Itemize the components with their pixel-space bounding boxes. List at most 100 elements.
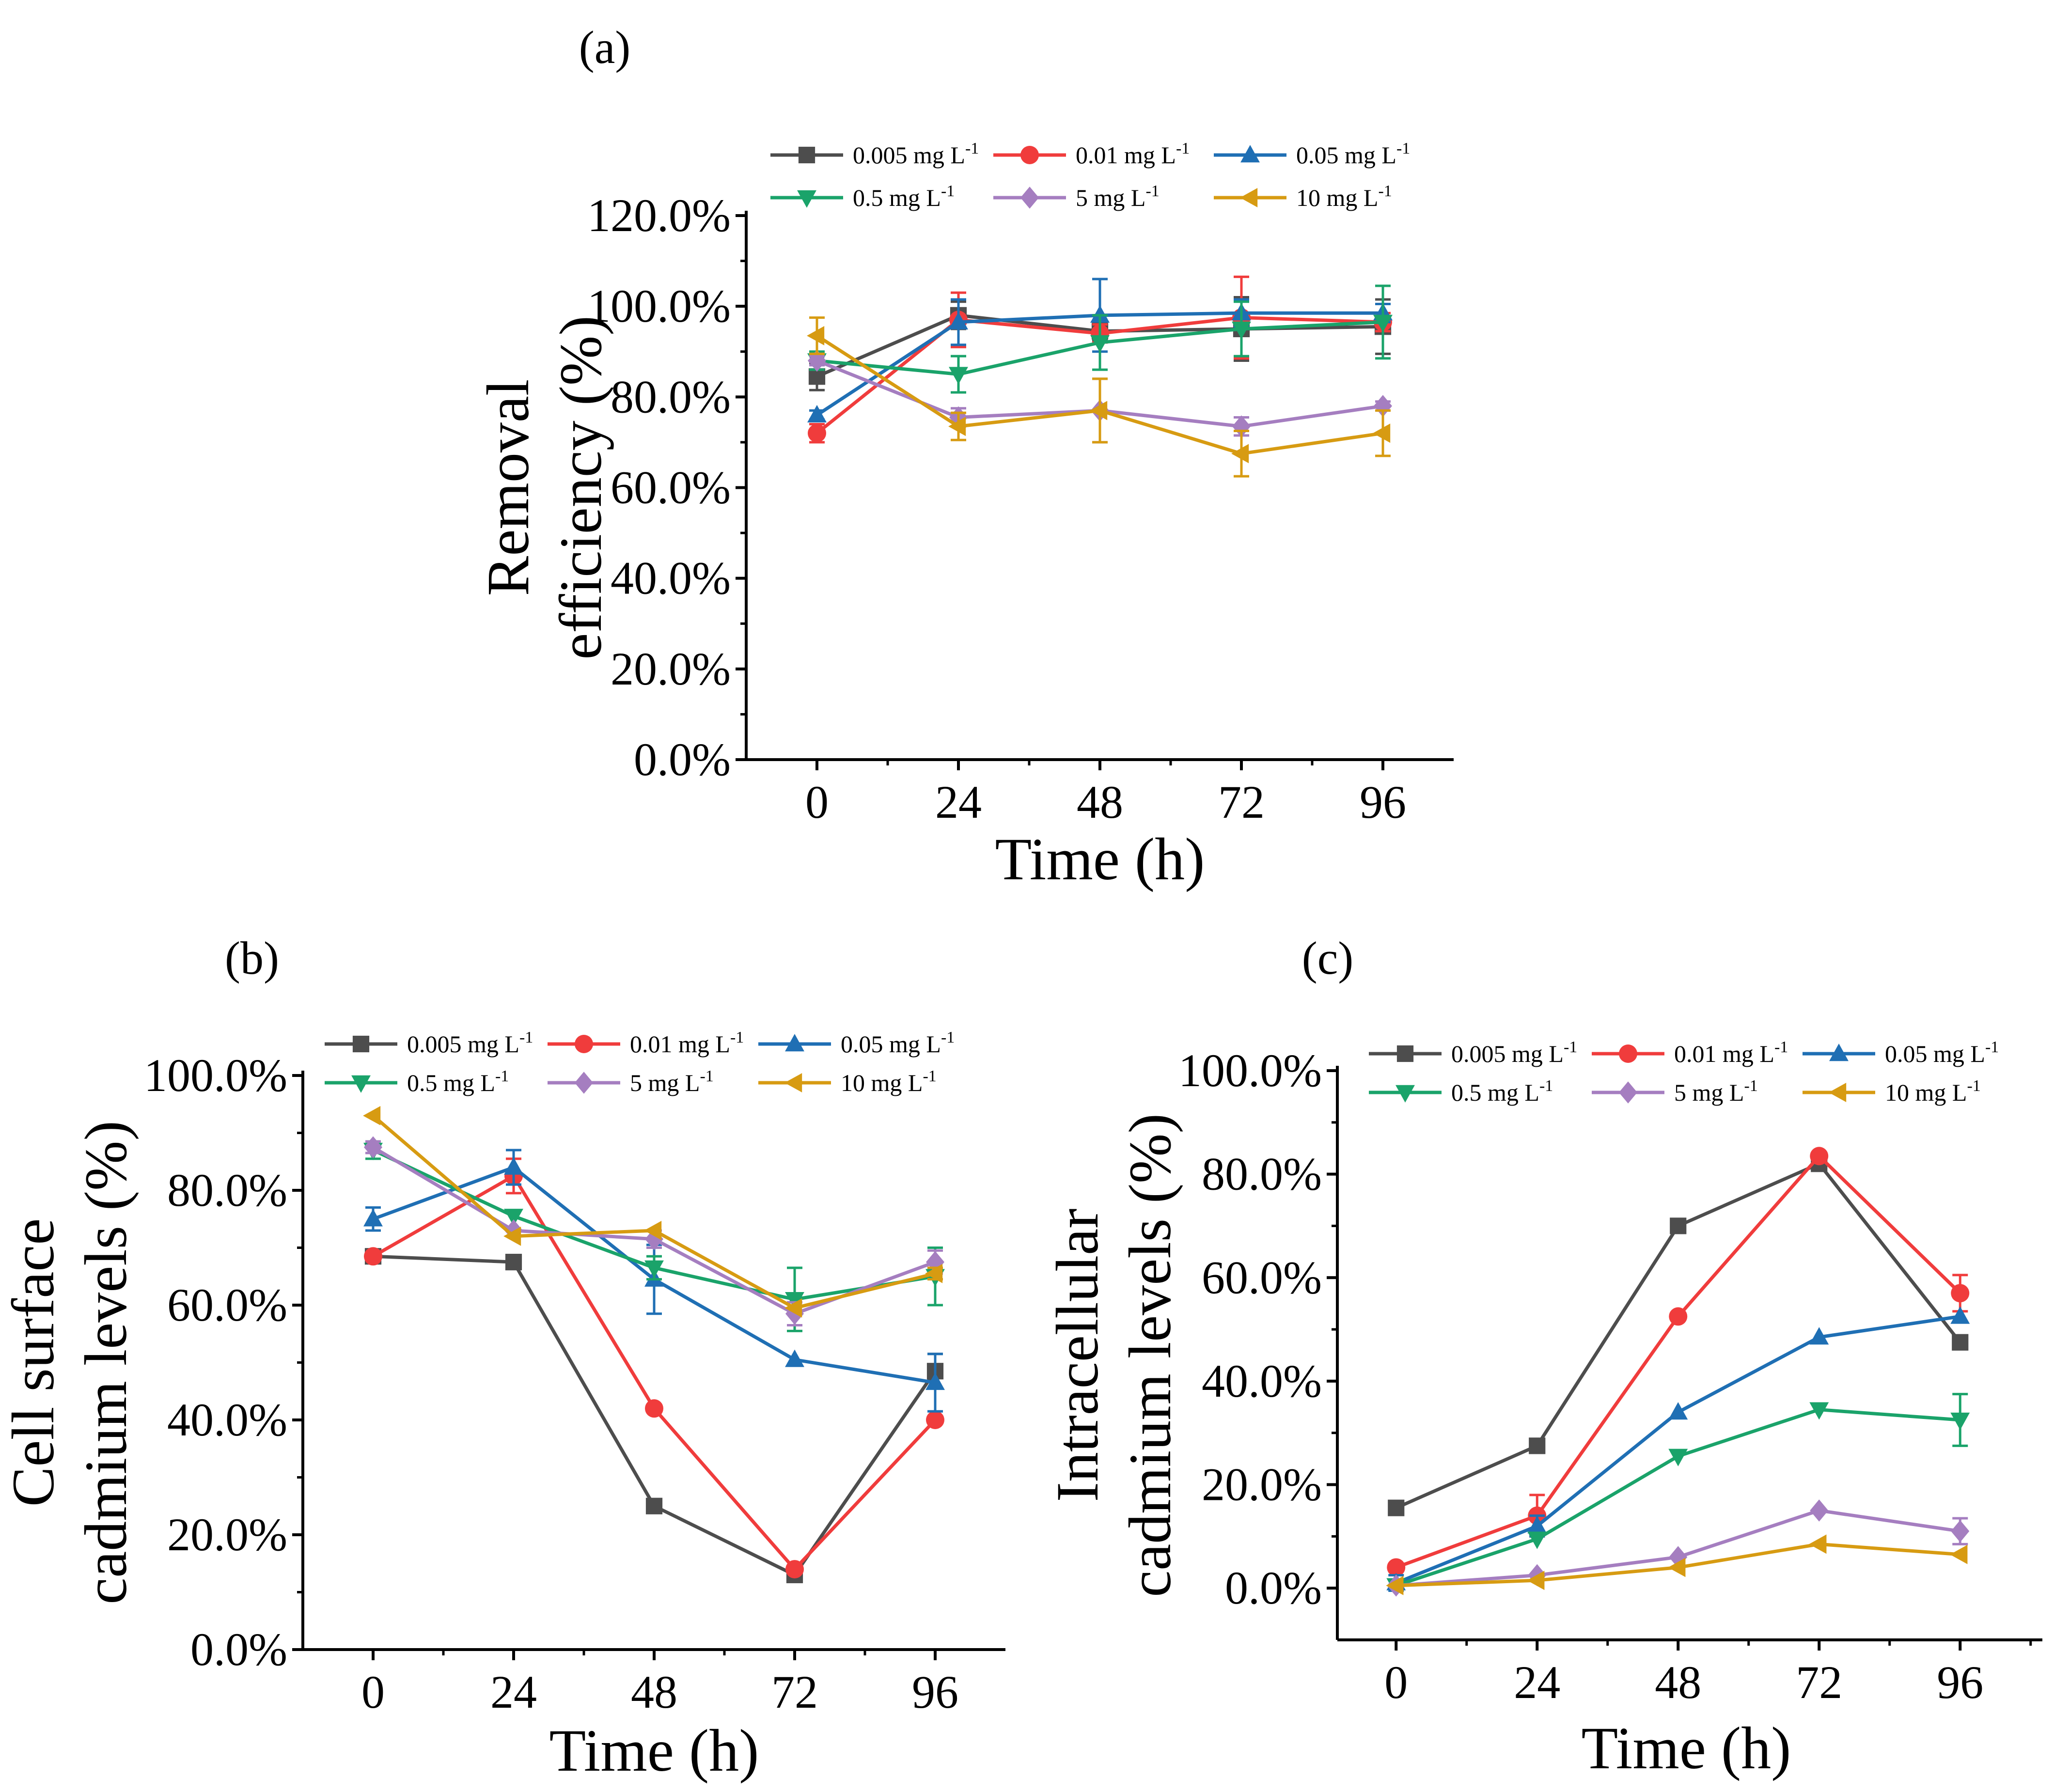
x-tick-label: 0	[361, 1666, 385, 1718]
legend-item: 10 mg L-1	[1214, 182, 1392, 211]
legend-item: 0.5 mg L-1	[1369, 1077, 1553, 1106]
y-tick-label: 80.0%	[167, 1164, 287, 1216]
data-point	[1668, 1558, 1686, 1577]
panel-label: (b)	[225, 932, 279, 984]
legend-superscript: -1	[1539, 1077, 1553, 1095]
y-tick-label: 20.0%	[611, 643, 731, 695]
data-point	[1388, 1499, 1405, 1516]
x-tick-label: 72	[1218, 776, 1265, 828]
legend-marker	[1396, 1045, 1414, 1062]
data-point	[644, 1260, 664, 1278]
data-point	[363, 1106, 381, 1125]
legend-superscript: -1	[1744, 1077, 1757, 1095]
y-tick-label: 80.0%	[1202, 1148, 1322, 1200]
legend-label: 0.005 mg L-1	[407, 1028, 533, 1058]
data-point	[1527, 1531, 1547, 1549]
x-tick-label: 72	[1796, 1656, 1842, 1708]
series-6	[807, 316, 1391, 478]
x-axis-title: Time (h)	[1582, 1715, 1791, 1781]
legend-marker	[1619, 1081, 1637, 1104]
legend-item: 0.01 mg L-1	[993, 140, 1190, 169]
y-tick-label: 100.0%	[1178, 1044, 1322, 1096]
legend-superscript: -1	[965, 140, 979, 157]
legend-label: 0.005 mg L-1	[853, 140, 979, 169]
legend-superscript: -1	[1967, 1077, 1980, 1095]
legend-marker	[1240, 145, 1260, 163]
data-point	[1669, 1307, 1688, 1326]
legend-item: 5 mg L-1	[993, 182, 1160, 211]
legend-label: 0.01 mg L-1	[1076, 140, 1190, 169]
data-point	[1669, 1546, 1688, 1568]
data-point	[1952, 1334, 1969, 1351]
legend-label: 10 mg L-1	[1296, 182, 1392, 211]
legend-label: 0.5 mg L-1	[407, 1067, 509, 1096]
data-point	[1950, 1544, 1968, 1564]
data-point	[785, 1349, 804, 1367]
data-point	[1373, 423, 1391, 443]
legend-marker	[575, 1035, 593, 1053]
data-point	[1950, 1412, 1970, 1430]
data-point	[808, 424, 826, 443]
x-axis-title: Time (h)	[995, 826, 1205, 892]
legend-superscript: -1	[495, 1067, 509, 1085]
legend-superscript: -1	[1985, 1038, 1999, 1056]
data-point	[926, 1411, 944, 1429]
series-1	[1388, 1155, 1969, 1516]
data-point	[1090, 335, 1110, 353]
legend-marker	[1395, 1085, 1415, 1103]
y-tick-label: 120.0%	[587, 189, 731, 241]
legend-superscript: -1	[519, 1028, 533, 1046]
data-point	[1529, 1437, 1546, 1454]
x-tick-label: 96	[1937, 1656, 1983, 1708]
panel-label: (c)	[1302, 932, 1354, 984]
data-point	[504, 1157, 523, 1175]
legend-marker	[784, 1073, 802, 1092]
y-tick-label: 40.0%	[167, 1394, 287, 1446]
legend-item: 0.05 mg L-1	[758, 1028, 955, 1058]
data-point	[364, 1247, 382, 1266]
legend-label: 5 mg L-1	[630, 1067, 714, 1096]
legend-label: 0.005 mg L-1	[1451, 1038, 1577, 1067]
series-6	[363, 1106, 943, 1318]
x-tick-label: 0	[1384, 1656, 1408, 1708]
legend-item: 5 mg L-1	[1592, 1077, 1758, 1106]
data-point	[1232, 321, 1251, 339]
y-axis-title: efficiency (%)	[548, 315, 614, 659]
legend-marker	[575, 1072, 593, 1094]
series-3	[363, 1149, 945, 1413]
legend-superscript: -1	[730, 1028, 744, 1046]
data-point	[1670, 1217, 1687, 1234]
data-point	[1527, 1571, 1545, 1590]
y-axis-title: Cell surface	[0, 1218, 66, 1507]
legend-superscript: -1	[1176, 140, 1190, 157]
legend-superscript: -1	[941, 182, 955, 200]
data-point	[807, 405, 827, 422]
x-tick-label: 48	[631, 1666, 677, 1718]
data-point	[1373, 314, 1393, 332]
legend-marker	[1829, 1083, 1847, 1102]
data-point	[1090, 305, 1110, 323]
legend-item: 0.005 mg L-1	[770, 140, 979, 169]
data-point	[785, 1292, 804, 1310]
legend-superscript: -1	[1378, 182, 1392, 200]
series-6	[1386, 1534, 1968, 1595]
data-point	[1809, 1402, 1829, 1420]
legend-superscript: -1	[1145, 182, 1159, 200]
y-tick-label: 100.0%	[587, 280, 731, 332]
legend-label: 0.05 mg L-1	[1296, 140, 1410, 169]
legend-marker	[1020, 146, 1039, 164]
legend-item: 5 mg L-1	[548, 1067, 714, 1096]
x-tick-label: 24	[490, 1666, 537, 1718]
y-axis-title: Intracellular	[1044, 1209, 1111, 1502]
legend-superscript: -1	[700, 1067, 713, 1085]
data-point	[363, 1209, 383, 1227]
legend-item: 0.5 mg L-1	[770, 182, 955, 211]
x-tick-label: 24	[935, 776, 982, 828]
legend-item: 0.5 mg L-1	[325, 1067, 509, 1096]
y-tick-label: 40.0%	[1202, 1355, 1322, 1407]
legend-item: 0.005 mg L-1	[1369, 1038, 1577, 1067]
legend-item: 0.005 mg L-1	[325, 1028, 533, 1058]
data-point	[645, 1228, 663, 1250]
legend-label: 0.5 mg L-1	[853, 182, 955, 211]
